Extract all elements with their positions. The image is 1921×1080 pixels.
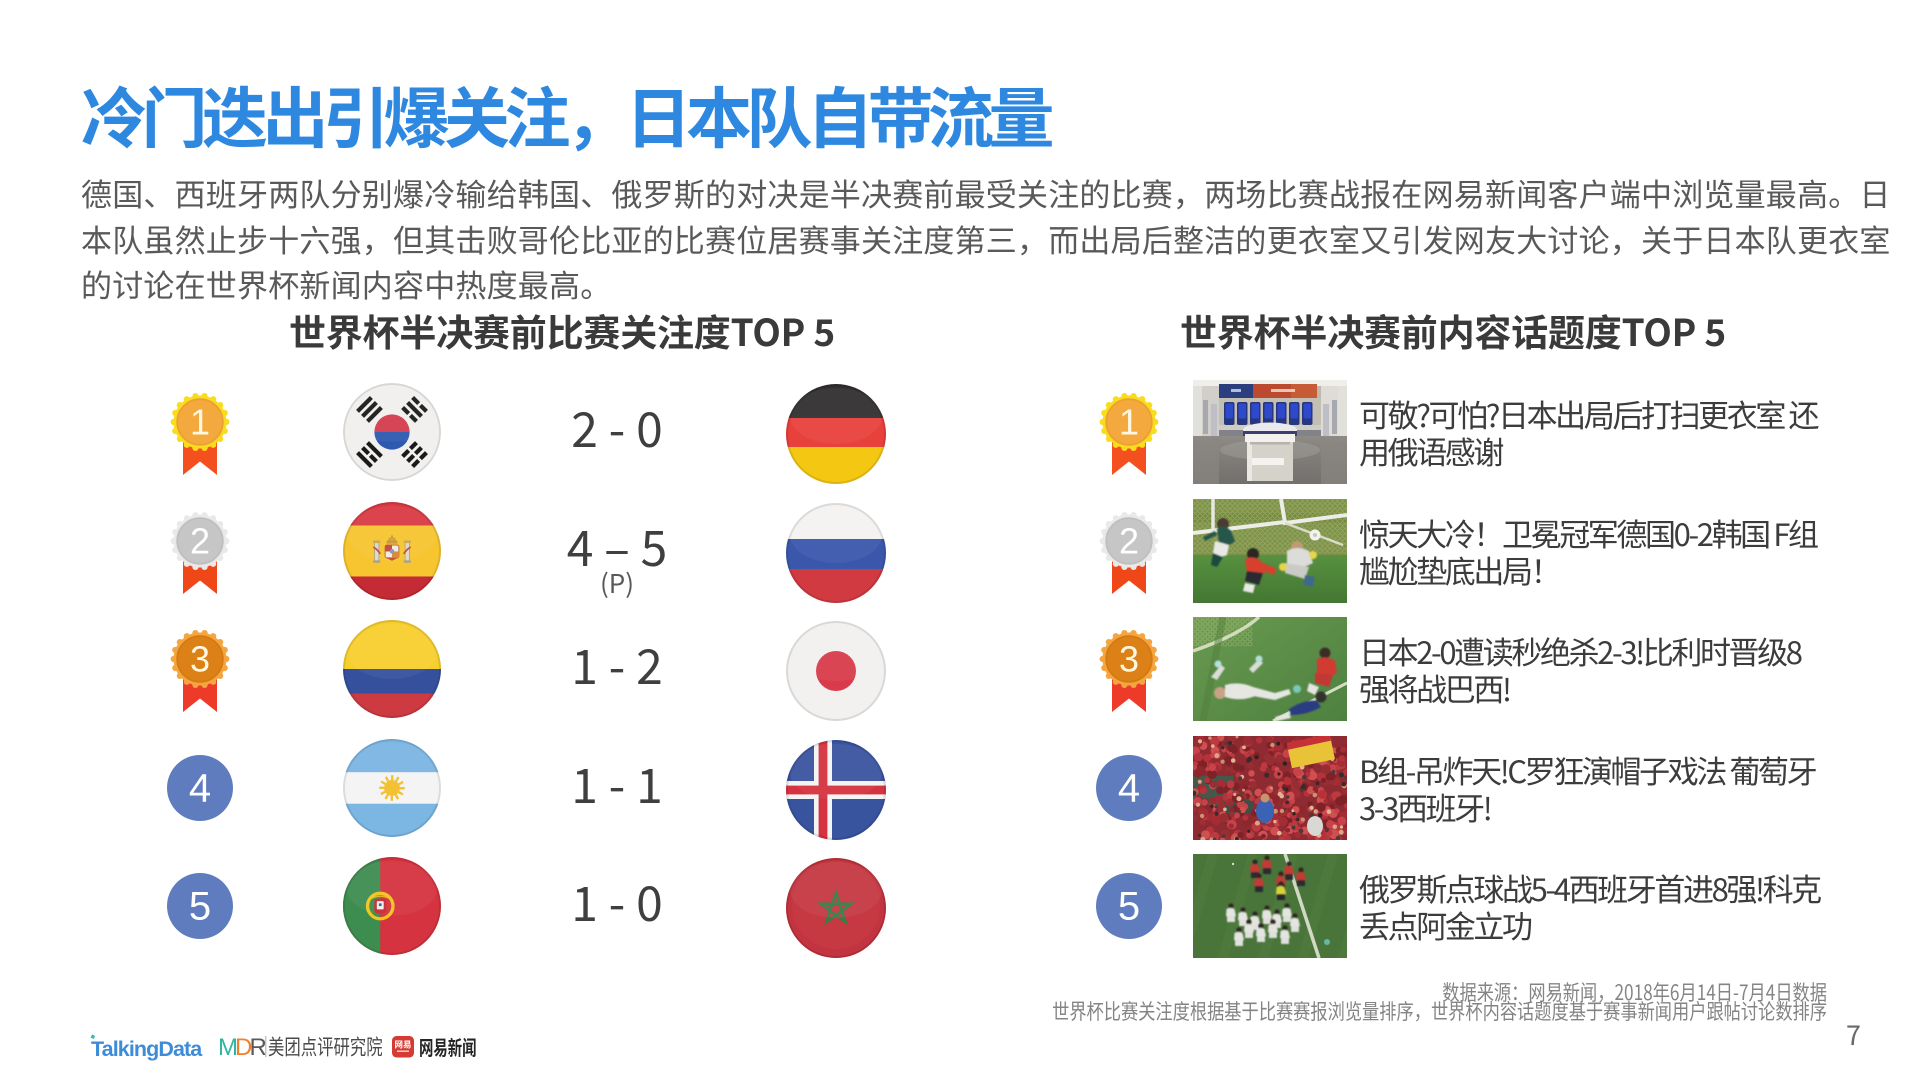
svg-text:1: 1 <box>1119 402 1139 443</box>
svg-text:D: D <box>235 1034 252 1061</box>
svg-text:2: 2 <box>190 521 210 562</box>
svg-text:网易新闻: 网易新闻 <box>419 1036 477 1062</box>
svg-text:网易: 网易 <box>394 1039 411 1051</box>
svg-text:3: 3 <box>190 639 210 680</box>
svg-text:美团点评研究院: 美团点评研究院 <box>268 1031 383 1061</box>
svg-text:2: 2 <box>1119 521 1139 562</box>
svg-text:4: 4 <box>189 767 211 811</box>
svg-text:TalkingData: TalkingData <box>91 1037 203 1061</box>
svg-text:1: 1 <box>190 402 210 443</box>
svg-text:R: R <box>250 1034 267 1061</box>
svg-text:4: 4 <box>1118 767 1140 811</box>
svg-text:M: M <box>218 1034 238 1061</box>
svg-text:5: 5 <box>189 885 211 929</box>
svg-text:3: 3 <box>1119 639 1139 680</box>
svg-text:5: 5 <box>1118 885 1140 929</box>
